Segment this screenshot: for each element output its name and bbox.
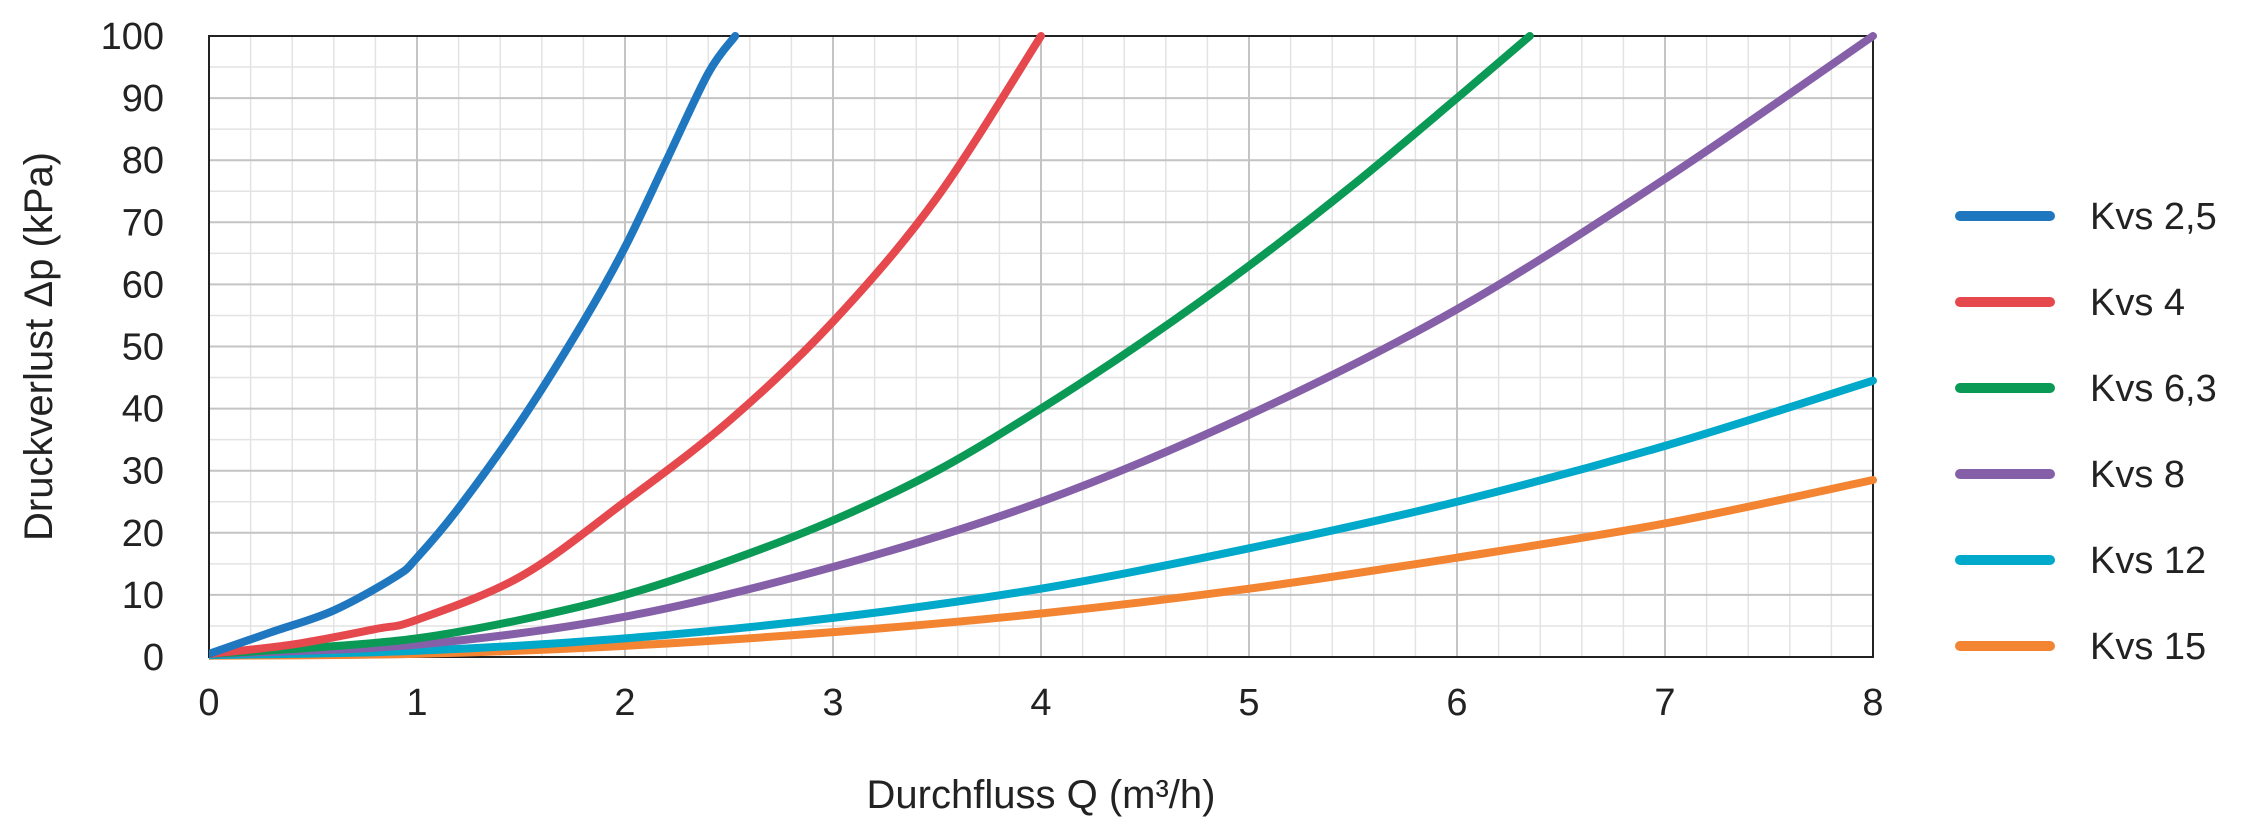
major-grid — [209, 36, 1873, 657]
legend-label: Kvs 12 — [2090, 540, 2206, 582]
y-tick-label: 30 — [122, 451, 164, 493]
series-lines — [209, 32, 1877, 660]
legend-item-kvs-2-5: Kvs 2,5 — [1955, 196, 2217, 238]
x-tick-label: 2 — [614, 682, 635, 724]
x-axis-label: Durchfluss Q (m³/h) — [867, 773, 1216, 817]
x-tick-label: 1 — [406, 682, 427, 724]
y-tick-label: 70 — [122, 202, 164, 244]
x-tick-label: 8 — [1862, 682, 1883, 724]
x-tick-label: 7 — [1654, 682, 1675, 724]
y-axis-ticks: 0 10 20 30 40 50 60 70 80 90 100 — [101, 16, 164, 679]
legend-item-kvs-6-3: Kvs 6,3 — [1955, 368, 2217, 410]
series-line-kvs-4 — [209, 32, 1045, 658]
series-line-kvs-15 — [209, 476, 1877, 660]
series-line-kvs-2-5 — [209, 32, 740, 658]
y-tick-label: 100 — [101, 16, 164, 58]
legend-label: Kvs 6,3 — [2090, 368, 2217, 410]
legend-item-kvs-12: Kvs 12 — [1955, 540, 2206, 582]
x-tick-label: 3 — [822, 682, 843, 724]
x-tick-label: 0 — [198, 682, 219, 724]
y-tick-label: 80 — [122, 140, 164, 182]
y-tick-label: 10 — [122, 575, 164, 617]
y-tick-label: 20 — [122, 513, 164, 555]
y-tick-label: 0 — [143, 637, 164, 679]
legend-label: Kvs 8 — [2090, 454, 2185, 496]
legend-item-kvs-4: Kvs 4 — [1955, 282, 2185, 324]
legend-label: Kvs 2,5 — [2090, 196, 2217, 238]
series-line-kvs-12 — [209, 376, 1877, 660]
x-tick-label: 5 — [1238, 682, 1259, 724]
y-tick-label: 50 — [122, 327, 164, 369]
series-line-kvs-6-3 — [209, 32, 1534, 658]
y-tick-label: 40 — [122, 389, 164, 431]
legend-item-kvs-8: Kvs 8 — [1955, 454, 2185, 496]
y-tick-label: 60 — [122, 264, 164, 306]
legend-label: Kvs 4 — [2090, 282, 2185, 324]
y-axis-label: Druckverlust Δp (kPa) — [17, 152, 61, 541]
legend-label: Kvs 15 — [2090, 626, 2206, 668]
x-tick-label: 4 — [1030, 682, 1051, 724]
legend-item-kvs-15: Kvs 15 — [1955, 626, 2206, 668]
legend: Kvs 2,5 Kvs 4 Kvs 6,3 Kvs 8 Kvs 12 Kvs 15 — [1955, 196, 2217, 668]
series-line-kvs-8 — [209, 32, 1877, 658]
x-axis-ticks: 0 1 2 3 4 5 6 7 8 — [198, 682, 1883, 724]
y-tick-label: 90 — [122, 78, 164, 120]
x-tick-label: 6 — [1446, 682, 1467, 724]
